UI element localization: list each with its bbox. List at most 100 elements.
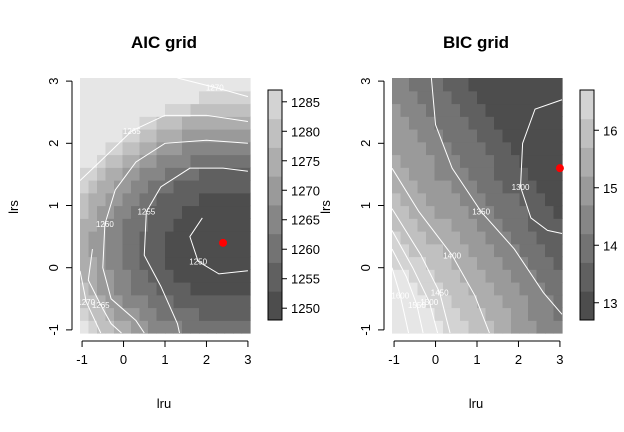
heat-cell [207,218,217,232]
heat-cell [443,103,453,117]
heat-cell [131,320,141,334]
heat-cell [511,307,521,321]
heat-cell [224,205,234,219]
heat-cell [173,78,183,92]
heat-cell [434,192,444,207]
heat-cell [511,256,521,270]
heat-cell [502,218,512,232]
heat-cell [400,307,410,321]
heat-cell [241,78,251,92]
heat-cell [88,141,98,156]
heat-cell [477,269,487,283]
heat-cell [519,218,529,232]
colorbar-tick-label: 1260 [291,242,320,257]
heat-cell [460,192,470,207]
y-tick-label: 2 [358,140,373,147]
heat-cell [207,167,217,181]
x-tick-label: -1 [76,352,88,367]
heat-cell [511,78,521,92]
heat-cell [122,192,132,207]
heat-cell [460,103,470,117]
colorbar-tick-label: 16 [603,123,617,138]
heat-cell [148,116,158,130]
heat-cell [392,154,402,168]
heat-cell [233,78,243,92]
heat-cell [451,231,461,245]
heat-cell [97,205,107,219]
contour-line [143,167,248,334]
heat-cell [241,269,251,283]
x-tick-label: 2 [203,352,210,367]
x-tick-label: 1 [161,352,168,367]
heat-cell [392,218,402,232]
heat-cell [139,154,149,168]
heat-cell [131,294,141,309]
heat-cell [190,90,200,105]
heat-cell [502,103,512,117]
heat-cell [173,205,183,219]
heat-cell [536,205,546,219]
heat-cell [207,205,217,219]
heat-cell [199,320,209,334]
heat-cell [451,218,461,232]
heat-cell [545,282,555,296]
heat-cell [105,129,115,143]
heat-cell [105,90,115,105]
heat-cell [426,307,436,321]
heat-cell [88,167,98,181]
heat-cell [241,103,251,117]
heat-cell [434,307,444,321]
heat-cell [156,78,166,92]
heat-cell [233,141,243,156]
colorbar-swatch [580,291,594,321]
contour-label: 1600 [391,292,409,301]
heat-cell [88,205,98,219]
heat-cell [182,90,192,105]
heat-cell [511,218,521,232]
heat-cell [468,231,478,245]
heat-cell [122,294,132,309]
heat-cell [114,218,124,232]
heat-cell [173,218,183,232]
heat-cell [477,154,487,168]
heat-cell [485,307,495,321]
y-tick-label: 3 [358,77,373,84]
heat-cell [545,256,555,270]
heat-cell [233,269,243,283]
aic-heatmap [80,78,251,334]
heat-cell [216,231,226,245]
heat-cell [122,307,132,321]
heat-cell [97,78,107,92]
heat-cell [199,218,209,232]
heat-cell [114,205,124,219]
heat-cell [139,192,149,207]
heat-cell [97,180,107,194]
heat-cell [241,320,251,334]
heat-cell [114,269,124,283]
heat-cell [494,205,504,219]
heat-cell [165,282,175,296]
heat-cell [502,320,512,334]
heat-cell [97,218,107,232]
heat-cell [502,243,512,258]
heat-cell [451,307,461,321]
heat-cell [199,231,209,245]
heat-cell [545,192,555,207]
heat-cell [199,192,209,207]
colorbar-tick-label: 14 [603,238,617,253]
heat-cell [511,269,521,283]
heat-cell [233,320,243,334]
colorbar-swatch [268,233,282,263]
heat-cell [122,231,132,245]
heat-cell [156,256,166,270]
heat-cell [426,78,436,92]
heat-cell [224,282,234,296]
heat-cell [216,180,226,194]
heat-cell [224,154,234,168]
heat-cell [553,205,563,219]
heat-cell [216,90,226,105]
heat-cell [443,282,453,296]
heat-cell [139,141,149,156]
heat-cell [485,78,495,92]
heat-cell [173,269,183,283]
